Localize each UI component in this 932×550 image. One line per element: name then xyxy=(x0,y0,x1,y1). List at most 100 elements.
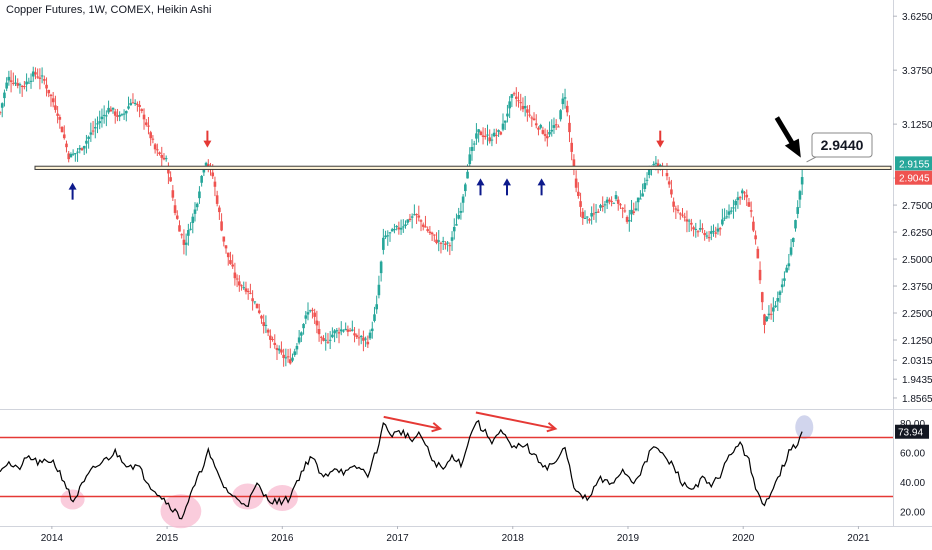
blue-up-arrow[interactable] xyxy=(502,178,511,196)
candle-body xyxy=(490,139,494,141)
red-down-arrow[interactable] xyxy=(656,130,665,148)
candle-body xyxy=(510,94,514,98)
candle-body xyxy=(632,211,636,213)
candle-body xyxy=(257,310,261,313)
candle-body xyxy=(0,103,4,108)
candle-body xyxy=(747,202,751,207)
candle-body xyxy=(437,240,441,242)
divergence-arrow[interactable] xyxy=(383,415,443,433)
candle-body xyxy=(153,144,157,150)
candle-body xyxy=(723,217,726,219)
candle-body xyxy=(636,197,640,203)
candle-body xyxy=(616,199,620,204)
candle-body xyxy=(791,237,795,243)
candle-body xyxy=(534,123,538,126)
candle-body xyxy=(517,100,520,102)
candle-body xyxy=(772,307,775,312)
candle-body xyxy=(182,239,186,245)
candle-body xyxy=(692,227,695,230)
black-callout-arrow[interactable] xyxy=(774,116,801,158)
candle-body xyxy=(528,114,531,116)
candle-body xyxy=(628,220,631,222)
candle-body xyxy=(410,216,414,218)
candle-body xyxy=(749,210,753,212)
candle-body xyxy=(736,197,740,201)
candle-body xyxy=(483,136,487,138)
candle-body xyxy=(707,237,711,239)
candle-body xyxy=(62,134,66,139)
candle-body xyxy=(54,105,57,110)
candle-body xyxy=(379,261,383,274)
blue-up-arrow[interactable] xyxy=(537,178,546,196)
candle-body xyxy=(767,313,771,316)
blue-up-arrow[interactable] xyxy=(476,178,485,196)
candle-body xyxy=(144,122,148,125)
blue-up-arrow[interactable] xyxy=(68,182,77,200)
axis-price-label: 2.9155 xyxy=(895,156,932,171)
candle-body xyxy=(461,196,465,203)
candle-body xyxy=(260,315,263,319)
time-tick-label: 2017 xyxy=(386,533,409,544)
price-annotation[interactable]: 2.9440 xyxy=(806,132,873,163)
candle-body xyxy=(519,102,523,104)
candle-body xyxy=(43,79,46,81)
resistance-band[interactable] xyxy=(34,165,892,170)
price-tick-label: 1.9435 xyxy=(902,375,932,386)
candle-body xyxy=(395,226,398,228)
candle-body xyxy=(732,207,735,209)
osc-tick-label: 20.00 xyxy=(900,507,925,518)
chart-title: Copper Futures, 1W, COMEX, Heikin Ashi xyxy=(6,4,212,16)
time-tick-label: 2020 xyxy=(732,533,755,544)
candle-body xyxy=(652,164,655,166)
candle-body xyxy=(419,220,423,222)
candle-body xyxy=(67,153,70,160)
candle-body xyxy=(136,103,139,105)
price-tick-label: 2.2500 xyxy=(902,309,932,320)
candle-body xyxy=(100,116,104,120)
candle-body xyxy=(357,337,361,339)
candle-body xyxy=(479,131,483,136)
candle-body xyxy=(311,309,314,311)
candle-body xyxy=(20,85,24,87)
candle-body xyxy=(255,303,259,309)
candle-body xyxy=(204,162,208,166)
candle-body xyxy=(80,148,84,151)
candle-body xyxy=(570,142,573,152)
candle-body xyxy=(727,211,731,215)
candle-body xyxy=(563,97,567,99)
candle-body xyxy=(568,122,571,133)
candle-body xyxy=(599,205,602,208)
candle-body xyxy=(91,130,95,132)
candle-body xyxy=(231,264,234,267)
candle-body xyxy=(40,75,44,77)
candle-body xyxy=(390,229,394,232)
candle-body xyxy=(348,330,352,332)
time-tick-label: 2016 xyxy=(271,533,294,544)
time-tick-label: 2019 xyxy=(617,533,640,544)
candle-body xyxy=(778,291,782,295)
candle-body xyxy=(178,225,181,232)
candle-body xyxy=(426,229,429,231)
candle-body xyxy=(492,132,496,137)
candle-body xyxy=(712,230,715,232)
candle-body xyxy=(743,192,746,194)
candle-body xyxy=(169,177,172,182)
divergence-arrow[interactable] xyxy=(475,411,558,433)
candle-body xyxy=(9,80,13,82)
candle-body xyxy=(674,208,678,210)
candles xyxy=(0,66,804,367)
candle-body xyxy=(572,159,576,168)
osc-value-label: 73.94 xyxy=(895,424,929,439)
candle-body xyxy=(297,337,301,343)
red-down-arrow[interactable] xyxy=(203,130,212,148)
candle-body xyxy=(362,337,365,341)
candle-body xyxy=(406,219,410,223)
candle-body xyxy=(701,228,704,230)
candle-body xyxy=(293,351,297,356)
candle-body xyxy=(125,111,128,114)
candle-body xyxy=(304,315,308,319)
candle-body xyxy=(156,149,159,151)
annotation-text: 2.9440 xyxy=(821,137,864,153)
candle-body xyxy=(164,158,168,160)
